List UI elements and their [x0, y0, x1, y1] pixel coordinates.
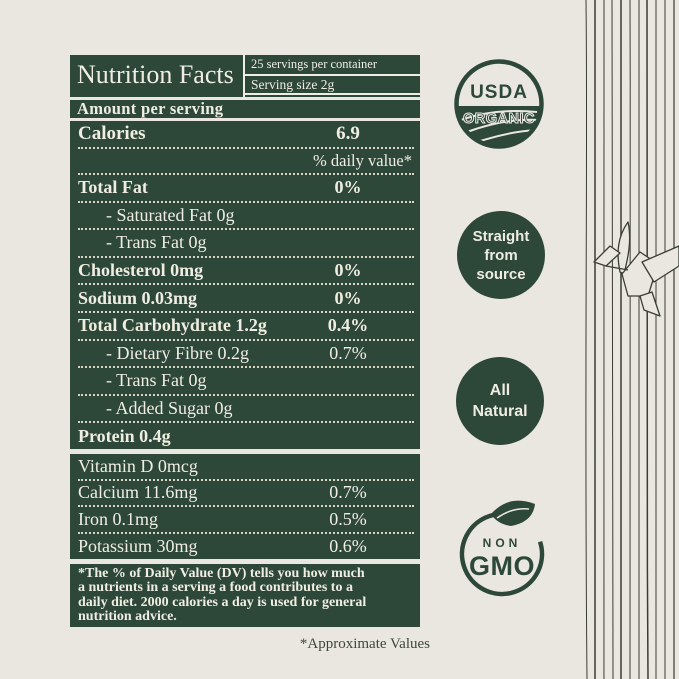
nutrient-label: Cholesterol 0mg [78, 260, 204, 281]
nutrient-label: Total Carbohydrate 1.2g [78, 315, 267, 336]
non-gmo-badge: NON GMO [459, 500, 545, 597]
amount-per-serving-bar: Amount per serving [70, 100, 420, 118]
micronutrient-row-vitamin-d: Vitamin D 0mcg [78, 454, 414, 481]
nutrient-row-cholesterol: Cholesterol 0mg 0% [78, 258, 414, 286]
nutrient-value: 0.6% [329, 535, 367, 556]
nutrient-value: 0% [334, 177, 362, 198]
badge-text-line: source [476, 265, 526, 283]
nutrient-value: 0.7% [329, 342, 367, 363]
label-title: Nutrition Facts [77, 60, 234, 89]
nutrient-label: Vitamin D 0mcg [78, 455, 198, 476]
calories-value: 6.9 [336, 123, 360, 144]
nutrient-label: Sodium 0.03mg [78, 287, 198, 308]
nutrient-row-saturated-fat: - Saturated Fat 0g [78, 203, 414, 231]
nutrient-label: Protein 0.4g [78, 425, 171, 446]
gmo-text: GMO [469, 551, 535, 581]
nutrient-row-trans-fat: - Trans Fat 0g [78, 230, 414, 258]
calories-label: Calories [78, 123, 146, 144]
leaf-icon [491, 500, 535, 526]
daily-value-footnote: *The % of Daily Value (DV) tells you how… [70, 563, 420, 628]
bamboo-line-art [585, 0, 679, 679]
footnote-line: nutrition advice. [78, 609, 177, 625]
nutrient-row-sodium: Sodium 0.03mg 0% [78, 285, 414, 313]
nutrient-row-trans-fat-2: - Trans Fat 0g [78, 368, 414, 396]
nutrient-label: - Dietary Fibre 0.2g [106, 342, 249, 363]
nutrition-label: Nutrition Facts 25 servings per containe… [70, 55, 430, 653]
serving-size: Serving size 2g [245, 76, 420, 95]
nutrient-label: - Trans Fat 0g [106, 370, 207, 391]
origami-bird-decoration [593, 221, 679, 317]
non-text: NON [483, 536, 522, 550]
nutrient-label: - Trans Fat 0g [106, 232, 207, 253]
nutrient-value: 0.7% [329, 482, 367, 503]
nutrient-row-dietary-fibre: - Dietary Fibre 0.2g 0.7% [78, 341, 414, 369]
usda-text: USDA [470, 82, 528, 103]
all-natural-badge: All Natural [456, 357, 544, 445]
nutrient-row-total-fat: Total Fat 0% [78, 175, 414, 203]
nutrient-label: Total Fat [78, 177, 148, 198]
nutrient-row-carbohydrate: Total Carbohydrate 1.2g 0.4% [78, 313, 414, 341]
label-header: Nutrition Facts 25 servings per containe… [70, 55, 420, 97]
servings-per-container: 25 servings per container [245, 55, 420, 76]
daily-value-header: % daily value* [78, 149, 414, 175]
organic-text: ORGANIC [463, 111, 535, 127]
calories-row: Calories 6.9 [78, 121, 414, 149]
micronutrient-row-potassium: Potassium 30mg 0.6% [78, 534, 414, 559]
micronutrient-row-calcium: Calcium 11.6mg 0.7% [78, 481, 414, 508]
nutrient-value: 0.5% [329, 509, 367, 530]
badge-text-line: from [484, 246, 518, 264]
footnote-line: daily diet. 2000 calories a day is used … [78, 594, 367, 610]
nutrient-value: 0% [334, 260, 362, 281]
nutrient-label: Potassium 30mg [78, 535, 198, 556]
serving-info-box: 25 servings per container Serving size 2… [243, 55, 420, 97]
nutrient-label: - Saturated Fat 0g [106, 204, 235, 225]
usda-organic-badge: USDA ORGANIC [454, 59, 544, 149]
nutrient-label: Iron 0.1mg [78, 509, 158, 530]
nutrient-row-added-sugar: - Added Sugar 0g [78, 396, 414, 424]
badge-text-line: Natural [472, 403, 528, 420]
nutrient-row-protein: Protein 0.4g [78, 423, 414, 449]
approximate-values-note: *Approximate Values [299, 636, 430, 653]
footnote-line: *The % of Daily Value (DV) tells you how… [78, 565, 365, 581]
straight-from-source-badge: Straight from source [457, 211, 545, 299]
nutrients-box: Calories 6.9 % daily value* Total Fat 0%… [70, 121, 420, 449]
nutrient-label: - Added Sugar 0g [106, 398, 233, 419]
footnote-line: a nutrients in a serving a food contribu… [78, 580, 353, 596]
micronutrient-row-iron: Iron 0.1mg 0.5% [78, 507, 414, 534]
badge-text-line: Straight [472, 227, 530, 245]
nutrient-label: Calcium 11.6mg [78, 482, 198, 503]
nutrient-value: 0% [334, 287, 362, 308]
micronutrients-box: Vitamin D 0mcg Calcium 11.6mg 0.7% Iron … [70, 453, 420, 559]
badge-text-line: All [489, 382, 511, 399]
nutrient-value: 0.4% [327, 315, 369, 336]
